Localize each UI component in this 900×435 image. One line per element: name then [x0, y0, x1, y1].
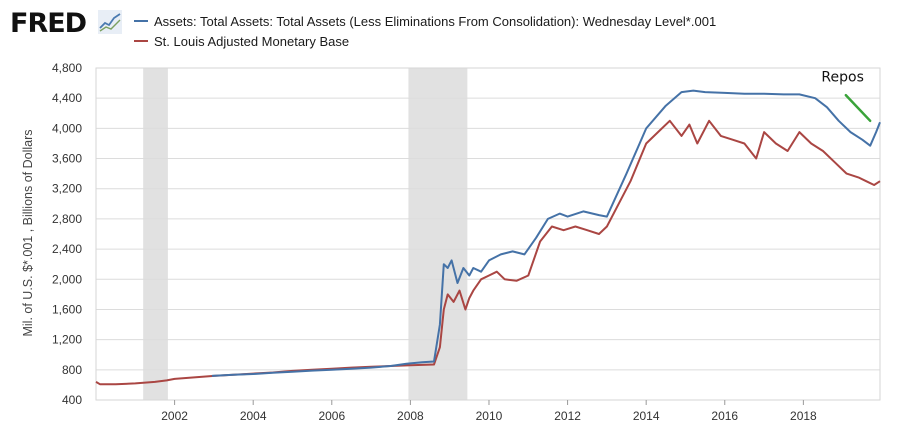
y-tick-label: 4,400 — [52, 91, 82, 105]
recession-band-0 — [143, 68, 168, 400]
y-tick-label: 3,600 — [52, 152, 82, 166]
legend-item-monetary-base[interactable]: St. Louis Adjusted Monetary Base — [134, 31, 716, 51]
legend-swatch-total-assets — [134, 20, 148, 22]
x-tick-label: 2008 — [397, 409, 424, 423]
x-tick-label: 2014 — [633, 409, 660, 423]
series-line-1 — [95, 119, 881, 386]
repos-arrow — [844, 93, 872, 123]
chart-legend: Assets: Total Assets: Total Assets (Less… — [134, 11, 716, 51]
y-tick-label: 2,400 — [52, 242, 82, 256]
annotation-label: Repos — [821, 70, 863, 86]
y-axis-label: Mil. of U.S. $*.001 , Billions of Dollar… — [21, 129, 35, 336]
y-tick-label: 1,600 — [52, 302, 82, 316]
x-tick-label: 2002 — [161, 409, 188, 423]
y-tick-label: 4,000 — [52, 121, 82, 135]
x-tick-label: 2018 — [790, 409, 817, 423]
x-tick-label: 2012 — [554, 409, 581, 423]
legend-swatch-monetary-base — [134, 40, 148, 42]
line-chart-icon — [98, 10, 122, 34]
x-tick-label: 2006 — [318, 409, 345, 423]
y-tick-label: 2,800 — [52, 212, 82, 226]
x-tick-label: 2004 — [240, 409, 267, 423]
legend-label-monetary-base: St. Louis Adjusted Monetary Base — [154, 33, 350, 49]
fred-logo: FRED — [10, 8, 87, 39]
legend-item-total-assets[interactable]: Assets: Total Assets: Total Assets (Less… — [134, 11, 716, 31]
y-tick-label: 1,200 — [52, 333, 82, 347]
y-tick-label: 2,000 — [52, 272, 82, 286]
y-tick-label: 3,200 — [52, 182, 82, 196]
y-tick-label: 800 — [62, 363, 82, 377]
x-tick-label: 2010 — [476, 409, 503, 423]
series-line-0 — [211, 89, 881, 377]
recession-band-1 — [408, 68, 468, 400]
y-tick-label: 400 — [62, 393, 82, 407]
plot-border — [95, 67, 881, 401]
legend-label-total-assets: Assets: Total Assets: Total Assets (Less… — [154, 13, 717, 29]
y-tick-label: 4,800 — [52, 61, 82, 75]
x-tick-label: 2016 — [711, 409, 738, 423]
